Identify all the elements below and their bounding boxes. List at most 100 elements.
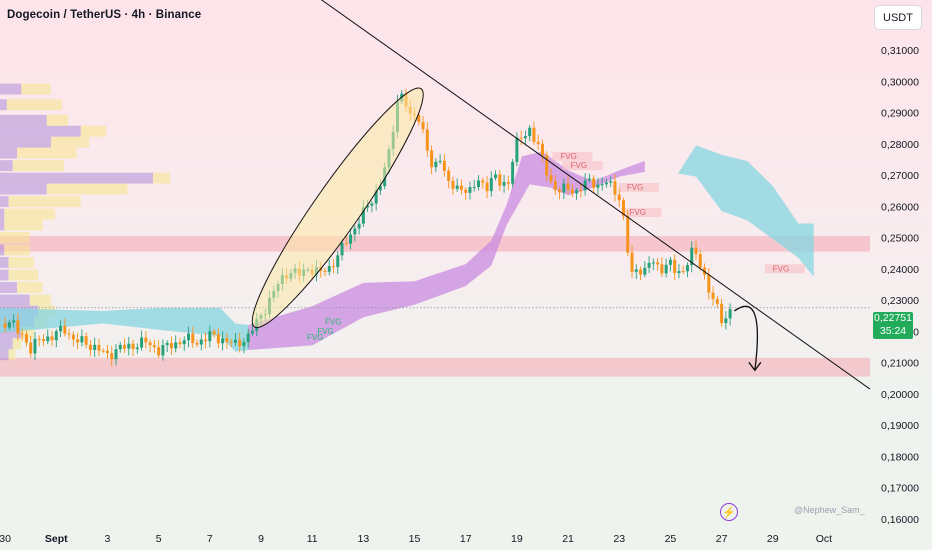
volume-bar-purple — [0, 294, 30, 306]
candle-body — [187, 333, 190, 341]
volume-bar-purple — [0, 183, 47, 195]
candle-body — [105, 350, 109, 354]
candle-body — [477, 180, 480, 187]
candle-body — [583, 180, 587, 191]
resistance-zone — [0, 235, 870, 252]
candle-body — [417, 114, 421, 122]
candle-body — [24, 334, 28, 343]
price-tick-label: 0,26000 — [881, 201, 919, 213]
candle-body — [327, 266, 331, 272]
price-tick-label: 0,31000 — [881, 45, 919, 57]
candle-body — [216, 334, 220, 344]
candle-body — [361, 207, 365, 224]
candle-body — [506, 182, 510, 184]
candle-body — [208, 331, 212, 342]
candle-body — [238, 339, 242, 347]
candle-body — [694, 247, 698, 255]
price-tick-label: 0,16000 — [881, 514, 919, 526]
candle-body — [59, 326, 63, 332]
candle-body — [50, 336, 54, 341]
fvg-label: FVG — [307, 333, 323, 342]
candle-body — [178, 342, 182, 345]
price-tick-label: 0,18000 — [881, 451, 919, 463]
candle-body — [16, 320, 20, 334]
candle-body — [681, 271, 685, 273]
candle-body — [425, 129, 429, 151]
candle-body — [370, 203, 374, 206]
time-tick-label: Sept — [45, 533, 68, 545]
volume-bar-yellow — [6, 99, 63, 111]
candles — [3, 88, 732, 367]
candle-body — [677, 271, 681, 274]
price-tick-label: 0,30000 — [881, 76, 919, 88]
volume-bar-yellow — [21, 327, 34, 339]
candle-body — [553, 181, 557, 191]
candle-body — [600, 184, 604, 186]
candle-body — [549, 175, 553, 182]
candle-body — [643, 267, 647, 275]
candle-body — [515, 137, 519, 162]
candle-body — [596, 184, 600, 188]
candle-body — [707, 274, 711, 293]
time-tick-label: Oct — [816, 533, 832, 545]
candle-body — [37, 338, 41, 340]
candle-body — [468, 187, 472, 193]
candle-body — [459, 185, 463, 190]
candle-body — [93, 344, 97, 350]
price-tick-label: 0,17000 — [881, 483, 919, 495]
fvg-box — [764, 264, 805, 274]
candle-body — [447, 170, 451, 182]
volume-bar-yellow — [80, 125, 107, 137]
candle-body — [698, 254, 702, 268]
candle-body — [660, 264, 664, 274]
candle-body — [430, 150, 434, 168]
candle-body — [29, 342, 33, 354]
candle-body — [685, 265, 689, 272]
volume-bar-yellow — [46, 183, 128, 195]
volume-bar-yellow — [8, 257, 34, 268]
candle-body — [182, 340, 186, 345]
candle-body — [378, 186, 382, 191]
candle-body — [250, 330, 254, 334]
volume-bar-yellow — [12, 160, 64, 172]
volume-bar-purple — [0, 349, 9, 361]
candle-body — [123, 344, 127, 349]
candle-body — [20, 333, 24, 335]
candle-body — [617, 194, 621, 201]
candle-body — [161, 345, 165, 356]
candle-body — [33, 338, 37, 354]
candle-body — [587, 178, 591, 181]
currency-button[interactable]: USDT — [874, 5, 922, 30]
candle-body — [46, 336, 50, 342]
candle-body — [728, 309, 732, 319]
candle-body — [169, 342, 173, 349]
candle-body — [472, 186, 476, 188]
lightning-bolt-icon[interactable]: ⚡ — [720, 503, 738, 521]
fvg-label: FVG — [571, 161, 587, 170]
candle-body — [575, 190, 579, 194]
volume-bar-yellow — [46, 114, 68, 126]
candle-body — [442, 160, 446, 171]
candle-body — [110, 353, 114, 360]
candle-body — [144, 337, 148, 343]
time-axis: 30 Sept 3 5 7 9 11 13 15 17 19 21 23 25 27 29 Oct — [0, 533, 832, 545]
candle-body — [532, 127, 536, 142]
time-tick-label: 11 — [307, 533, 318, 545]
fvg-label: FVG — [560, 152, 576, 161]
candle-body — [148, 342, 152, 346]
time-tick-label: 17 — [460, 533, 472, 545]
candle-body — [157, 347, 161, 356]
candle-body — [340, 242, 344, 256]
candle-body — [668, 259, 672, 265]
projection-arrow-head — [748, 361, 762, 372]
volume-bar-yellow — [153, 172, 170, 184]
candle-body — [502, 182, 506, 186]
time-tick-label: 15 — [409, 533, 421, 545]
candle-body — [221, 338, 225, 344]
candle-body — [152, 345, 156, 348]
fvg-label: FVG — [325, 317, 341, 326]
volume-bar-purple — [0, 125, 81, 137]
price-tick-label: 0,23000 — [881, 295, 919, 307]
